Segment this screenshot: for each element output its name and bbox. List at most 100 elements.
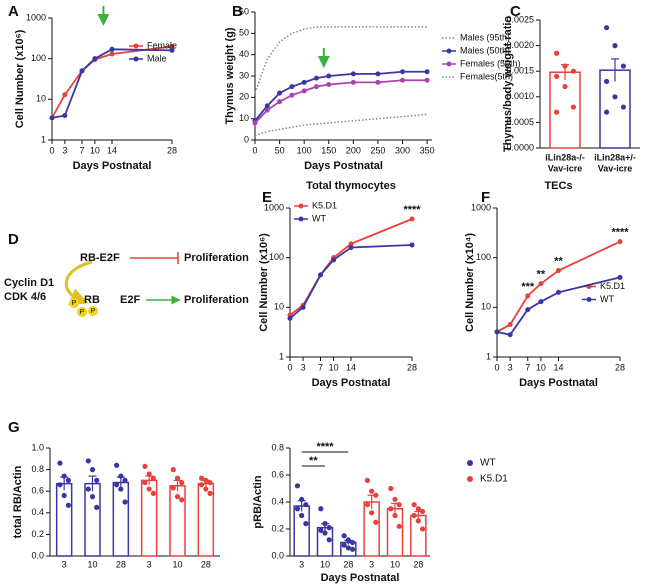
x-tick-label: 7 [318, 362, 323, 372]
legend-label: WT [600, 294, 614, 304]
point [556, 289, 561, 295]
point [313, 84, 319, 90]
dot [322, 530, 328, 536]
dot [207, 490, 213, 496]
dot [341, 533, 347, 539]
dot [604, 25, 610, 31]
y-tick-label: 30 [239, 70, 249, 80]
complex: RB-E2F [80, 252, 120, 264]
significance: *** [521, 281, 535, 293]
dot [114, 482, 120, 488]
x-tick-label: iLin28a+/- [594, 152, 636, 162]
dot [318, 527, 324, 533]
series-line [289, 218, 413, 316]
x-tick-label: 150 [321, 145, 336, 155]
y-tick-label: 1 [279, 351, 284, 361]
point [424, 77, 430, 83]
y-tick-label: 1.0 [31, 442, 44, 452]
panel-letter: D [8, 231, 19, 248]
dot [199, 475, 205, 481]
y-tick-label: 0.2 [271, 523, 284, 533]
dot [570, 104, 577, 110]
point [409, 216, 415, 222]
x-tick-label: 3 [299, 559, 304, 569]
y-tick-label: 0.0025 [506, 14, 534, 24]
x-tick-label: 28 [116, 559, 126, 569]
point [375, 79, 381, 85]
y-tick-label: 0.0 [31, 550, 44, 560]
dot [65, 477, 71, 483]
x-tick-label: 7 [525, 362, 530, 372]
dot [554, 73, 560, 79]
dot [345, 545, 351, 551]
point [556, 268, 561, 274]
dot [118, 486, 124, 492]
x-tick-label: 3 [147, 559, 152, 569]
dot [65, 502, 71, 508]
point [62, 92, 68, 98]
dot [94, 504, 100, 510]
dot [620, 63, 627, 69]
dot [388, 506, 394, 512]
y-tick-label: 0.6 [271, 469, 284, 479]
y-tick-label: 100 [476, 252, 491, 262]
dot [373, 519, 379, 525]
point [49, 115, 55, 121]
y-tick-label: 0.0000 [506, 142, 534, 152]
x-tick-label: 0 [287, 362, 292, 372]
x-tick-label: iLin28a-/- [545, 152, 585, 162]
legend-marker [133, 56, 139, 62]
point [348, 241, 354, 247]
dot [612, 43, 618, 49]
dot [562, 63, 568, 69]
dot [326, 537, 332, 543]
y-tick-label: 0.0015 [506, 66, 534, 76]
outcome: Proliferation [184, 252, 249, 264]
significance: ** [309, 455, 318, 467]
dot [94, 477, 100, 483]
legend-marker [446, 61, 452, 67]
y-tick-label: 1000 [264, 202, 284, 212]
legend-label: Females (50th) [460, 58, 521, 68]
significance: **** [403, 204, 421, 216]
y-tick-label: 100 [269, 252, 284, 262]
dot [415, 506, 421, 512]
dot [554, 50, 560, 56]
dot [150, 475, 156, 481]
y-axis-label: Cell Number (x10⁶) [14, 29, 26, 128]
point [375, 71, 381, 77]
dot [419, 526, 426, 532]
y-axis-label: Thymus/body weight ratio [502, 16, 514, 153]
legend-label: K5.D1 [312, 200, 337, 210]
y-tick-label: 0.8 [31, 464, 44, 474]
point [92, 56, 98, 62]
point [348, 245, 354, 251]
point [289, 84, 295, 90]
dot [620, 104, 627, 110]
point [326, 73, 332, 79]
phospho: P [80, 309, 85, 316]
y-tick-label: 0.4 [31, 507, 44, 517]
dot [562, 83, 568, 90]
point [62, 113, 68, 119]
chart-title: TECs [544, 180, 572, 192]
x-tick-label: 14 [107, 145, 117, 155]
x-axis-label: Days Postnatal [519, 377, 598, 389]
dot [174, 475, 181, 481]
dot [146, 471, 152, 477]
dot [179, 497, 185, 503]
legend-marker [298, 203, 304, 209]
dot [612, 94, 618, 100]
dot [341, 542, 347, 548]
x-tick-label: 3 [369, 559, 374, 569]
yellow-arrow [64, 260, 93, 306]
point [525, 293, 531, 299]
y-tick-label: 0 [244, 134, 249, 144]
dot [326, 525, 332, 531]
x-tick-label: 28 [201, 559, 211, 569]
legend-label: Females(5th) [460, 71, 513, 81]
point [287, 315, 293, 321]
dot [299, 496, 305, 502]
y-tick-label: 100 [31, 53, 46, 63]
